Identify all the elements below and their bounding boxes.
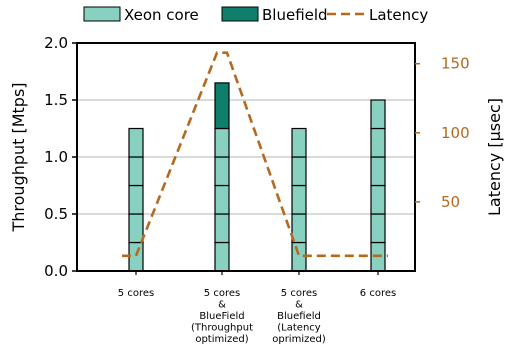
- bar-segment-xeon-core: [128, 156, 144, 187]
- x-tick-label: oprimized): [272, 334, 326, 345]
- y-axis-label: Throughput [Mtps]: [9, 82, 28, 232]
- x-tick-label: 5 cores: [204, 288, 240, 299]
- y-tick-label: 0.5: [44, 205, 68, 223]
- y2-tick-label: 50: [441, 193, 460, 211]
- latency-line: [122, 51, 388, 258]
- bar-segment-xeon-core: [370, 156, 386, 187]
- y-tick-label: 1.5: [44, 91, 68, 109]
- bar-segment-xeon-core: [214, 184, 230, 215]
- legend-swatch-bluefield: [221, 6, 259, 22]
- x-tick-label: (Throughput: [191, 323, 253, 334]
- right-axis: 50 100 150: [415, 55, 470, 211]
- bar-segment-xeon-core: [128, 241, 144, 272]
- y2-axis-label: Latency [μsec]: [485, 98, 504, 216]
- y2-tick-label: 100: [441, 124, 470, 142]
- legend-label-bluefield: Bluefield: [262, 6, 328, 24]
- legend-label-latency: Latency: [369, 6, 428, 24]
- bar-segment-xeon-core: [128, 213, 144, 244]
- y-tick-label: 0.0: [44, 262, 68, 280]
- bar-segment-xeon-core: [128, 127, 144, 158]
- y2-tick-label: 150: [441, 55, 470, 73]
- bar-segment-xeon-core: [291, 127, 307, 158]
- bar-segment-xeon-core: [370, 213, 386, 244]
- x-tick-label: optimized): [195, 334, 248, 345]
- x-tick-label: 5 cores: [118, 288, 154, 299]
- legend: Xeon core Bluefield Latency: [83, 6, 428, 24]
- bar-segment-xeon-core: [214, 213, 230, 244]
- bar-segment-xeon-core: [370, 184, 386, 215]
- gridlines: [77, 99, 415, 215]
- x-tick-label: &: [218, 300, 226, 311]
- left-axis: 0.0 0.5 1.0 1.5 2.0: [44, 34, 77, 280]
- bar-segment-xeon-core: [291, 184, 307, 215]
- bar-segment-xeon-core: [214, 156, 230, 187]
- x-tick-label: (Latency: [277, 323, 321, 334]
- bar-segment-xeon-core: [214, 127, 230, 158]
- x-axis: 5 cores 5 cores&BlueField(Throughputoptim…: [118, 271, 396, 345]
- bar-segment-xeon-core: [291, 156, 307, 187]
- y-tick-label: 1.0: [44, 148, 68, 166]
- x-tick-label: Bluefield: [277, 311, 321, 322]
- bar-segment-xeon-core: [214, 241, 230, 272]
- legend-swatch-xeon-core: [83, 6, 121, 22]
- bar-segment-xeon-core: [128, 184, 144, 215]
- bar-segment-xeon-core: [370, 99, 386, 130]
- legend-label-xeon-core: Xeon core: [124, 6, 199, 24]
- bar-segment-bluefield: [214, 82, 230, 130]
- bar-segment-xeon-core: [370, 127, 386, 158]
- y-tick-label: 2.0: [44, 34, 68, 52]
- x-tick-label: 6 cores: [360, 288, 396, 299]
- latency-line-group: [122, 51, 388, 258]
- x-tick-label: &: [295, 300, 303, 311]
- x-tick-label: 5 cores: [281, 288, 317, 299]
- x-tick-label: BlueField: [199, 311, 244, 322]
